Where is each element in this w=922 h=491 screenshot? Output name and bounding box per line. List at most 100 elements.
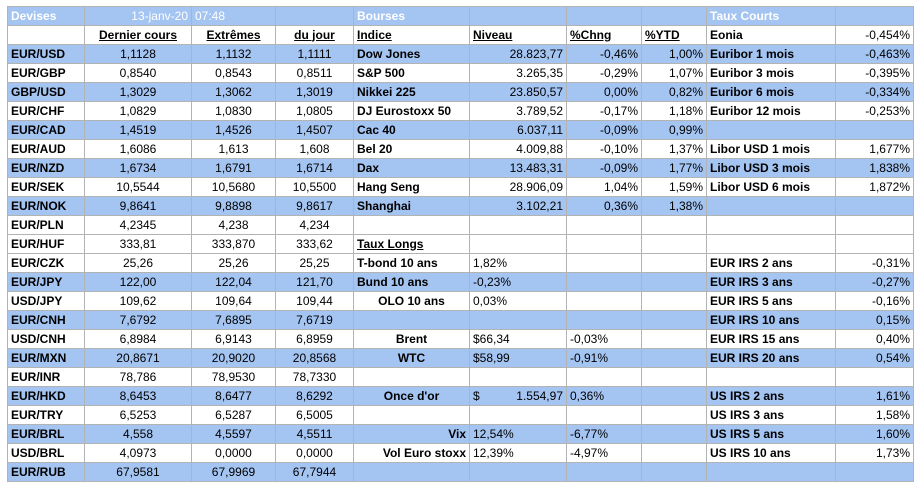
fx-day: 1,6714	[275, 158, 354, 178]
fx-extreme: 333,870	[191, 234, 276, 254]
fx-last: 20,8671	[84, 348, 192, 368]
empty-cell	[566, 234, 642, 254]
eur-irs-value: 0,15%	[835, 310, 914, 330]
libor-value: 1,677%	[835, 139, 914, 159]
empty-cell	[566, 367, 642, 387]
fx-extreme: 10,5680	[191, 177, 276, 197]
fx-pair: EUR/USD	[7, 44, 85, 64]
short-rate-name: Euribor 3 mois	[706, 63, 836, 83]
fx-pair: EUR/NZD	[7, 158, 85, 178]
eur-irs-name: EUR IRS 3 ans	[706, 272, 836, 292]
col-indice: Indice	[353, 25, 470, 45]
empty-cell	[353, 215, 470, 235]
empty-cell	[641, 348, 707, 368]
fx-day: 333,62	[275, 234, 354, 254]
empty-cell	[469, 367, 567, 387]
empty-cell	[469, 215, 567, 235]
empty-cell	[353, 367, 470, 387]
fx-day: 0,8511	[275, 63, 354, 83]
fx-extreme: 4,238	[191, 215, 276, 235]
table-row: EUR/NOK 9,8641 9,8898 9,8617 Shanghai 3.102,2…	[7, 196, 914, 216]
index-chng: -0,17%	[566, 101, 642, 121]
fx-extreme: 78,9530	[191, 367, 276, 387]
table-row: EUR/NZD 1,6734 1,6791 1,6714 Dax 13.483,31 -0,…	[7, 158, 914, 178]
short-rate-value: -0,395%	[835, 63, 914, 83]
taux-long-value: 1,82%	[469, 253, 567, 273]
libor-name: Libor USD 1 mois	[706, 139, 836, 159]
taux-longs-title: Taux Longs	[353, 234, 470, 254]
eur-irs-name: EUR IRS 5 ans	[706, 291, 836, 311]
index-level: 3.265,35	[469, 63, 567, 83]
eonia-value: -0,454%	[835, 25, 914, 45]
col-ytd: %YTD	[641, 25, 707, 45]
taux-courts-header: Taux Courts	[706, 6, 836, 26]
index-level: 3.789,52	[469, 101, 567, 121]
eur-irs-value: -0,16%	[835, 291, 914, 311]
index-name: DJ Eurostoxx 50	[353, 101, 470, 121]
volatility-chng: -4,97%	[566, 443, 642, 463]
empty-cell	[353, 462, 470, 482]
index-level: 6.037,11	[469, 120, 567, 140]
gold-name: Once d'or	[353, 386, 470, 406]
index-ytd: 1,77%	[641, 158, 707, 178]
empty-cell	[641, 329, 707, 349]
empty-cell	[835, 462, 914, 482]
index-ytd: 1,00%	[641, 44, 707, 64]
fx-pair: EUR/SEK	[7, 177, 85, 197]
fx-extreme: 6,9143	[191, 329, 276, 349]
fx-last: 109,62	[84, 291, 192, 311]
empty-cell	[353, 310, 470, 330]
table-row: EUR/INR 78,786 78,9530 78,7330	[7, 367, 914, 387]
fx-last: 0,8540	[84, 63, 192, 83]
fx-day: 0,0000	[275, 443, 354, 463]
col-chng: %Chng	[566, 25, 642, 45]
index-level: 3.102,21	[469, 196, 567, 216]
index-chng: -0,10%	[566, 139, 642, 159]
date-cell: 13-janv-20	[84, 6, 192, 26]
short-rate-name: Euribor 12 mois	[706, 101, 836, 121]
empty-cell	[835, 120, 914, 140]
eur-irs-value: 0,40%	[835, 329, 914, 349]
fx-extreme: 122,04	[191, 272, 276, 292]
fx-day: 8,6292	[275, 386, 354, 406]
commodity-chng: -0,03%	[566, 329, 642, 349]
gold-chng: 0,36%	[566, 386, 642, 406]
short-rate-value: -0,334%	[835, 82, 914, 102]
table-row: EUR/JPY 122,00 122,04 121,70 Bund 10 ans -0,2…	[7, 272, 914, 292]
col-extremes: Extrêmes	[191, 25, 276, 45]
fx-extreme: 109,64	[191, 291, 276, 311]
index-chng: -0,09%	[566, 120, 642, 140]
index-ytd: 1,07%	[641, 63, 707, 83]
index-ytd: 1,37%	[641, 139, 707, 159]
gold-value-cell: $1.554,97	[469, 386, 567, 406]
fx-day: 121,70	[275, 272, 354, 292]
fx-pair: EUR/TRY	[7, 405, 85, 425]
eur-irs-value: 0,54%	[835, 348, 914, 368]
fx-pair: GBP/USD	[7, 82, 85, 102]
fx-pair: EUR/BRL	[7, 424, 85, 444]
commodity-name: Brent	[353, 329, 470, 349]
gold-value: 1.554,97	[516, 388, 563, 403]
index-name: Shanghai	[353, 196, 470, 216]
table-row: GBP/USD 1,3029 1,3062 1,3019 Nikkei 225 23.85…	[7, 82, 914, 102]
eur-irs-value: -0,31%	[835, 253, 914, 273]
fx-pair: EUR/JPY	[7, 272, 85, 292]
eur-irs-name: EUR IRS 10 ans	[706, 310, 836, 330]
index-ytd: 0,99%	[641, 120, 707, 140]
index-level: 28.823,77	[469, 44, 567, 64]
index-level: 4.009,88	[469, 139, 567, 159]
empty-cell	[706, 196, 836, 216]
empty-cell	[835, 215, 914, 235]
col-niveau: Niveau	[469, 25, 567, 45]
fx-last: 67,9581	[84, 462, 192, 482]
index-chng: 0,36%	[566, 196, 642, 216]
fx-extreme: 4,5597	[191, 424, 276, 444]
empty-cell	[566, 253, 642, 273]
empty-cell	[641, 386, 707, 406]
eur-irs-value: -0,27%	[835, 272, 914, 292]
fx-last: 6,8984	[84, 329, 192, 349]
fx-pair: EUR/RUB	[7, 462, 85, 482]
eonia-label: Eonia	[706, 25, 836, 45]
fx-day: 1,608	[275, 139, 354, 159]
bourses-header: Bourses	[353, 6, 470, 26]
